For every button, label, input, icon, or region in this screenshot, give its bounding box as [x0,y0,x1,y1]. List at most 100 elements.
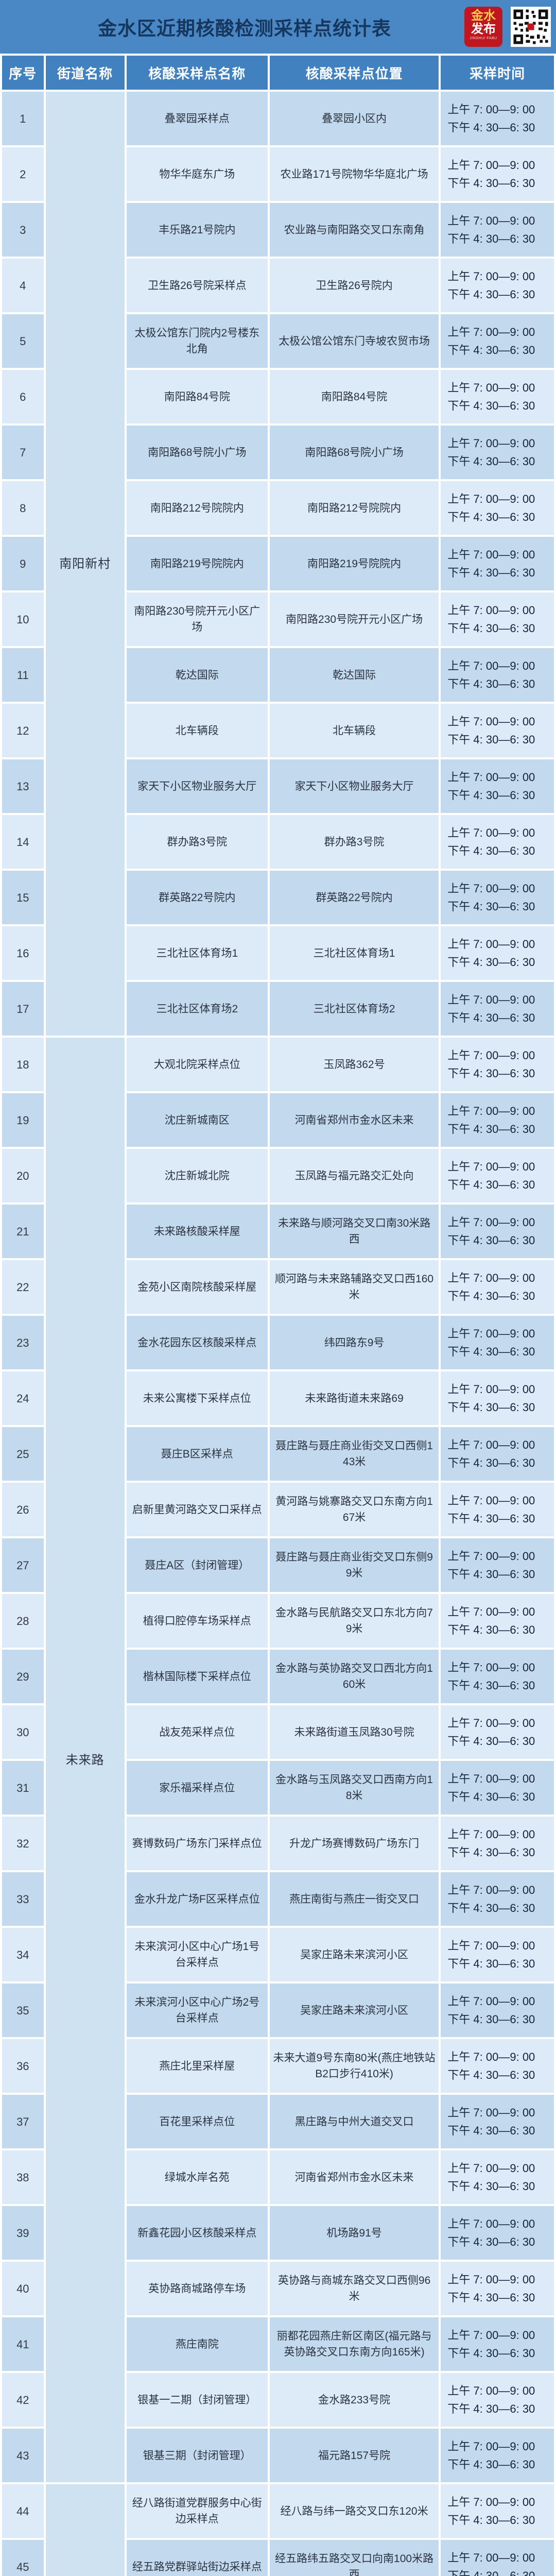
sampling-point-location: 顺河路与未来路辅路交叉口西160米 [269,1260,439,1314]
sampling-time: 上午 7: 00—9: 00 下午 4: 30—6: 30 [441,1594,554,1648]
sampling-time-am: 上午 7: 00—9: 00 [447,326,535,338]
sampling-time: 上午 7: 00—9: 00 下午 4: 30—6: 30 [441,426,554,479]
sampling-point-name: 百花里采样点位 [126,2095,268,2148]
sampling-point-location: 玉凤路与福元路交汇处向 [269,1149,439,1202]
sampling-time-pm: 下午 4: 30—6: 30 [447,177,535,190]
sampling-point-name: 战友苑采样点位 [126,1705,268,1759]
sampling-time-pm: 下午 4: 30—6: 30 [447,844,535,857]
sampling-time: 上午 7: 00—9: 00 下午 4: 30—6: 30 [441,1427,554,1481]
table-row: 24 未来公寓楼下采样点位 未来路街道未来路69 上午 7: 00—9: 00 下午 4… [2,1371,554,1425]
sampling-point-name: 乾达国际 [126,648,268,702]
table-row: 14 群办路3号院 群办路3号院 上午 7: 00—9: 00 下午 4: 30—6: … [2,815,554,869]
sampling-point-location: 乾达国际 [269,648,439,702]
sampling-time-pm: 下午 4: 30—6: 30 [447,2291,535,2304]
sampling-time-am: 上午 7: 00—9: 00 [447,1939,535,1952]
row-number: 23 [2,1316,44,1369]
sampling-time: 上午 7: 00—9: 00 下午 4: 30—6: 30 [441,2095,554,2148]
row-number: 5 [2,314,44,368]
table-body: 1 南阳新村 叠翠园采样点 叠翠园小区内 上午 7: 00—9: 00 下午 4: 30—… [2,92,554,2576]
sampling-point-name: 启新里黄河路交叉口采样点 [126,1483,268,1536]
sampling-time: 上午 7: 00—9: 00 下午 4: 30—6: 30 [441,2206,554,2260]
sampling-time-am: 上午 7: 00—9: 00 [447,1550,535,1563]
sampling-point-location: 叠翠园小区内 [269,92,439,145]
sampling-point-location: 机场路91号 [269,2206,439,2260]
sampling-time-am: 上午 7: 00—9: 00 [447,2384,535,2397]
table-row: 20 沈庄新城北院 玉凤路与福元路交汇处向 上午 7: 00—9: 00 下午 4: 3… [2,1149,554,1202]
sampling-time-am: 上午 7: 00—9: 00 [447,2496,535,2509]
sampling-time-pm: 下午 4: 30—6: 30 [447,622,535,635]
sampling-time-am: 上午 7: 00—9: 00 [447,1772,535,1785]
row-number: 16 [2,926,44,980]
table-row: 36 燕庄北里采样屋 未来大道9号东南80米(燕庄地铁站B2口步行410米) 上午 7… [2,2039,554,2093]
row-number: 24 [2,1371,44,1425]
sampling-point-location: 吴家庄路未来滨河小区 [269,1928,439,1981]
sampling-point-name: 英协路商城路停车场 [126,2262,268,2315]
sampling-time: 上午 7: 00—9: 00 下午 4: 30—6: 30 [441,1650,554,1703]
row-number: 9 [2,537,44,590]
sampling-time-am: 上午 7: 00—9: 00 [447,1884,535,1896]
street-name-cell: 南阳新村 [45,92,125,1036]
sampling-time-am: 上午 7: 00—9: 00 [447,2440,535,2453]
sampling-point-name: 未来滨河小区中心广场1号台采样点 [126,1928,268,1981]
sampling-time-am: 上午 7: 00—9: 00 [447,493,535,505]
table-row: 18 未来路 大观北院采样点位 玉凤路362号 上午 7: 00—9: 00 下午 4: … [2,1038,554,2482]
row-number: 27 [2,1538,44,1592]
table-row: 16 三北社区体育场1 三北社区体育场1 上午 7: 00—9: 00 下午 4: 30… [2,926,554,980]
sampling-time-am: 上午 7: 00—9: 00 [447,437,535,450]
sampling-point-location: 北车辆段 [269,704,439,757]
sampling-time-pm: 下午 4: 30—6: 30 [447,1568,535,1581]
sampling-point-location: 三北社区体育场1 [269,926,439,980]
sampling-point-location: 未来大道9号东南80米(燕庄地铁站B2口步行410米) [269,2039,439,2093]
sampling-point-name: 三北社区体育场1 [126,926,268,980]
sampling-time-pm: 下午 4: 30—6: 30 [447,1456,535,1469]
sampling-point-location: 南阳路230号院开元小区广场 [269,592,439,646]
row-number: 7 [2,426,44,479]
row-number: 34 [2,1928,44,1981]
sampling-time-pm: 下午 4: 30—6: 30 [447,1345,535,1358]
sampling-point-location: 英协路与商城东路交叉口西侧96米 [269,2262,439,2315]
sampling-point-location: 黑庄路与中州大道交叉口 [269,2095,439,2148]
sampling-point-name: 聂庄B区采样点 [126,1427,268,1481]
sampling-time: 上午 7: 00—9: 00 下午 4: 30—6: 30 [441,1038,554,1091]
table-row: 6 南阳路84号院 南阳路84号院 上午 7: 00—9: 00 下午 4: 30—6:… [2,370,554,423]
sampling-time: 上午 7: 00—9: 00 下午 4: 30—6: 30 [441,259,554,312]
sampling-point-name: 赛博数码广场东门采样点位 [126,1817,268,1870]
title-banner: 金水区近期核酸检测采样点统计表 金水 发布 JINSHUI FABU [0,0,556,54]
sampling-point-location: 金水路与玉凤路交叉口西南方向18米 [269,1761,439,1815]
sampling-time-pm: 下午 4: 30—6: 30 [447,1846,535,1859]
sampling-point-name: 丰乐路21号院内 [126,203,268,257]
sampling-time: 上午 7: 00—9: 00 下午 4: 30—6: 30 [441,1761,554,1815]
sampling-time: 上午 7: 00—9: 00 下午 4: 30—6: 30 [441,481,554,535]
sampling-point-name: 经八路街道党群服务中心街边采样点 [126,2484,268,2538]
row-number: 45 [2,2540,44,2576]
sampling-point-name: 燕庄北里采样屋 [126,2039,268,2093]
sampling-point-name: 未来滨河小区中心广场2号台采样点 [126,1984,268,2037]
sampling-point-location: 经五路纬五路交叉口向南100米路西 [269,2540,439,2576]
table-row: 26 启新里黄河路交叉口采样点 黄河路与姚寨路交叉口东南方向167米 上午 7: 00… [2,1483,554,1536]
table-row: 17 三北社区体育场2 三北社区体育场2 上午 7: 00—9: 00 下午 4: 30… [2,982,554,1036]
sampling-time: 上午 7: 00—9: 00 下午 4: 30—6: 30 [441,1316,554,1369]
row-number: 2 [2,147,44,201]
sampling-time-am: 上午 7: 00—9: 00 [447,1383,535,1396]
logo-caption: JINSHUI FABU [470,37,497,40]
sampling-point-location: 未来路与顺河路交叉口南30米路西 [269,1205,439,1258]
table-row: 37 百花里采样点位 黑庄路与中州大道交叉口 上午 7: 00—9: 00 下午 4: … [2,2095,554,2148]
sampling-time-am: 上午 7: 00—9: 00 [447,1661,535,1674]
sampling-point-location: 农业路171号院物华华庭北广场 [269,147,439,201]
sampling-time-am: 上午 7: 00—9: 00 [447,2162,535,2175]
sampling-point-name: 家乐福采样点位 [126,1761,268,1815]
sampling-time-am: 上午 7: 00—9: 00 [447,2050,535,2063]
sampling-point-name: 南阳路230号院开元小区广场 [126,592,268,646]
sampling-time: 上午 7: 00—9: 00 下午 4: 30—6: 30 [441,314,554,368]
row-number: 40 [2,2262,44,2315]
sampling-time-pm: 下午 4: 30—6: 30 [447,1902,535,1914]
sampling-point-name: 绿城水岸名苑 [126,2150,268,2204]
sampling-point-name: 沈庄新城南区 [126,1093,268,1147]
sampling-point-location: 金水路与民航路交叉口东北方向79米 [269,1594,439,1648]
sampling-time: 上午 7: 00—9: 00 下午 4: 30—6: 30 [441,1872,554,1926]
table-row: 31 家乐福采样点位 金水路与玉凤路交叉口西南方向18米 上午 7: 00—9: 00… [2,1761,554,1815]
sampling-time: 上午 7: 00—9: 00 下午 4: 30—6: 30 [441,2317,554,2371]
table-row: 29 楷林国际楼下采样点位 金水路与英协路交叉口西北方向160米 上午 7: 00—9… [2,1650,554,1703]
sampling-time-pm: 下午 4: 30—6: 30 [447,455,535,468]
